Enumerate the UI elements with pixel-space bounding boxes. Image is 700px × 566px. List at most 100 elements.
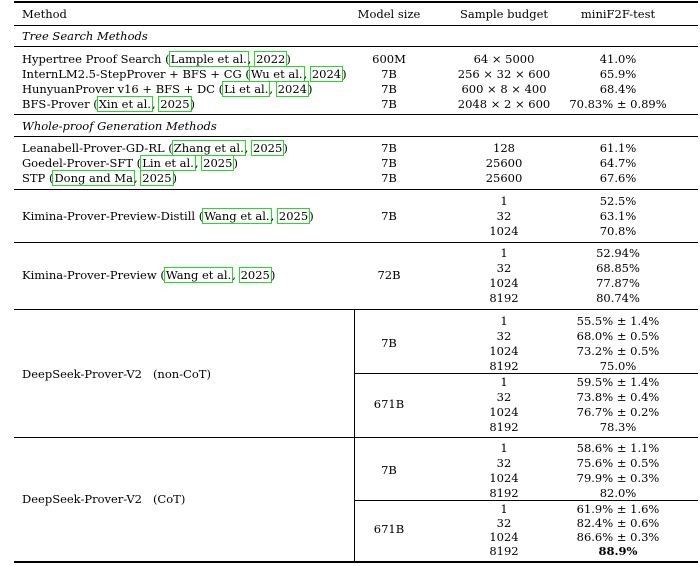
method-name: Goedel-Prover-SFT (Lin et al., 2025) (22, 155, 238, 171)
score: 70.8% (599, 224, 637, 238)
sample-budget: 25600 (485, 156, 523, 170)
column-rule (354, 309, 355, 561)
sample-budget: 1024 (489, 276, 519, 290)
citation-year-link[interactable]: 2025 (251, 140, 285, 156)
sample-budget: 8192 (489, 544, 519, 558)
score: 63.1% (599, 209, 637, 223)
citation-link[interactable]: Li et al. (222, 81, 271, 97)
section-rule (14, 136, 698, 137)
sample-budget: 32 (496, 209, 512, 223)
subgroup-rule (354, 373, 698, 374)
citation-year-link[interactable]: 2025 (158, 96, 192, 112)
citation-link[interactable]: Wu et al. (248, 66, 305, 82)
score: 52.94% (596, 246, 640, 260)
citation-link[interactable]: Lin et al. (140, 155, 196, 171)
header-rule (14, 25, 698, 26)
sample-budget: 128 (493, 141, 515, 155)
model-size: 7B (381, 171, 397, 185)
sample-budget: 1 (500, 441, 508, 455)
citation-link[interactable]: Lample et al. (168, 51, 249, 67)
method-name: HunyuanProver v16 + BFS + DC (Li et al.,… (22, 81, 313, 97)
header-model-size: Model size (357, 7, 421, 21)
group-rule (14, 242, 698, 243)
method-name: DeepSeek-Prover-V2 (non-CoT) (22, 367, 211, 381)
model-size: 72B (377, 268, 401, 282)
score: 82.4% ± 0.6% (576, 516, 660, 530)
model-size: 7B (381, 67, 397, 81)
score: 80.74% (596, 291, 640, 305)
citation-year-link[interactable]: 2022 (254, 51, 288, 67)
model-size: 7B (381, 336, 397, 350)
method-name: Kimina-Prover-Preview (Wang et al., 2025… (22, 267, 276, 283)
group-rule (14, 189, 698, 190)
section-title-whole-proof: Whole-proof Generation Methods (22, 119, 217, 133)
sample-budget: 32 (496, 456, 512, 470)
score: 65.9% (599, 67, 637, 81)
sample-budget: 32 (496, 261, 512, 275)
sample-budget: 1 (500, 314, 508, 328)
best-score: 88.9% (598, 544, 638, 558)
model-size: 671B (373, 522, 405, 536)
header-sample-budget: Sample budget (459, 7, 549, 21)
citation-year-link[interactable]: 2024 (309, 66, 344, 82)
citation-link[interactable]: Xin et al. (96, 96, 153, 112)
score: 86.6% ± 0.3% (576, 530, 660, 544)
sample-budget: 32 (496, 516, 512, 530)
model-size: 7B (381, 97, 397, 111)
method-name: Hypertree Proof Search (Lample et al., 2… (22, 51, 291, 67)
sample-budget: 1 (500, 246, 508, 260)
sample-budget: 32 (496, 329, 512, 343)
sample-budget: 1 (500, 375, 508, 389)
sample-budget: 2048 × 2 × 600 (457, 97, 551, 111)
sample-budget: 1024 (489, 471, 519, 485)
score: 68.0% ± 0.5% (576, 329, 660, 343)
method-name: BFS-Prover (Xin et al., 2025) (22, 96, 196, 112)
sample-budget: 1024 (489, 405, 519, 419)
subgroup-rule (354, 500, 698, 501)
method-name: STP (Dong and Ma, 2025) (22, 170, 178, 186)
sample-budget: 1024 (489, 530, 519, 544)
model-size: 7B (381, 141, 397, 155)
score: 73.2% ± 0.5% (576, 344, 660, 358)
score: 64.7% (599, 156, 637, 170)
group-rule (14, 437, 698, 438)
bottom-rule (14, 561, 698, 563)
citation-link[interactable]: Zhang et al. (171, 140, 246, 156)
section-rule (14, 46, 698, 47)
citation-link[interactable]: Wang et al. (163, 267, 234, 283)
score: 75.6% ± 0.5% (576, 456, 660, 470)
score: 79.9% ± 0.3% (576, 471, 660, 485)
header-method: Method (22, 7, 67, 21)
citation-year-link[interactable]: 2025 (201, 155, 235, 171)
score: 41.0% (599, 52, 637, 66)
method-name: InternLM2.5-StepProver + BFS + CG (Wu et… (22, 66, 347, 82)
top-rule (14, 1, 698, 3)
score: 76.7% ± 0.2% (576, 405, 660, 419)
citation-link[interactable]: Wang et al. (202, 208, 272, 224)
citation-year-link[interactable]: 2025 (238, 267, 272, 283)
citation-year-link[interactable]: 2024 (275, 81, 309, 97)
section-rule (14, 114, 698, 115)
sample-budget: 8192 (489, 359, 519, 373)
sample-budget: 8192 (489, 420, 519, 434)
sample-budget: 1024 (489, 344, 519, 358)
score: 61.9% ± 1.6% (576, 502, 660, 516)
model-size: 7B (381, 463, 397, 477)
score: 75.0% (599, 359, 637, 373)
sample-budget: 64 × 5000 (473, 52, 535, 66)
sample-budget: 256 × 32 × 600 (457, 67, 551, 81)
citation-year-link[interactable]: 2025 (140, 170, 174, 186)
sample-budget: 25600 (485, 171, 523, 185)
sample-budget: 1 (500, 502, 508, 516)
results-table: Method Model size Sample budget miniF2F-… (14, 0, 700, 566)
model-size: 7B (381, 156, 397, 170)
sample-budget: 8192 (489, 291, 519, 305)
score: 68.4% (599, 82, 637, 96)
score: 77.87% (596, 276, 640, 290)
sample-budget: 1 (500, 194, 508, 208)
citation-link[interactable]: Dong and Ma (52, 170, 135, 186)
method-name: Leanabell-Prover-GD-RL (Zhang et al., 20… (22, 140, 288, 156)
citation-year-link[interactable]: 2025 (276, 208, 311, 224)
score: 52.5% (599, 194, 637, 208)
score: 58.6% ± 1.1% (576, 441, 660, 455)
